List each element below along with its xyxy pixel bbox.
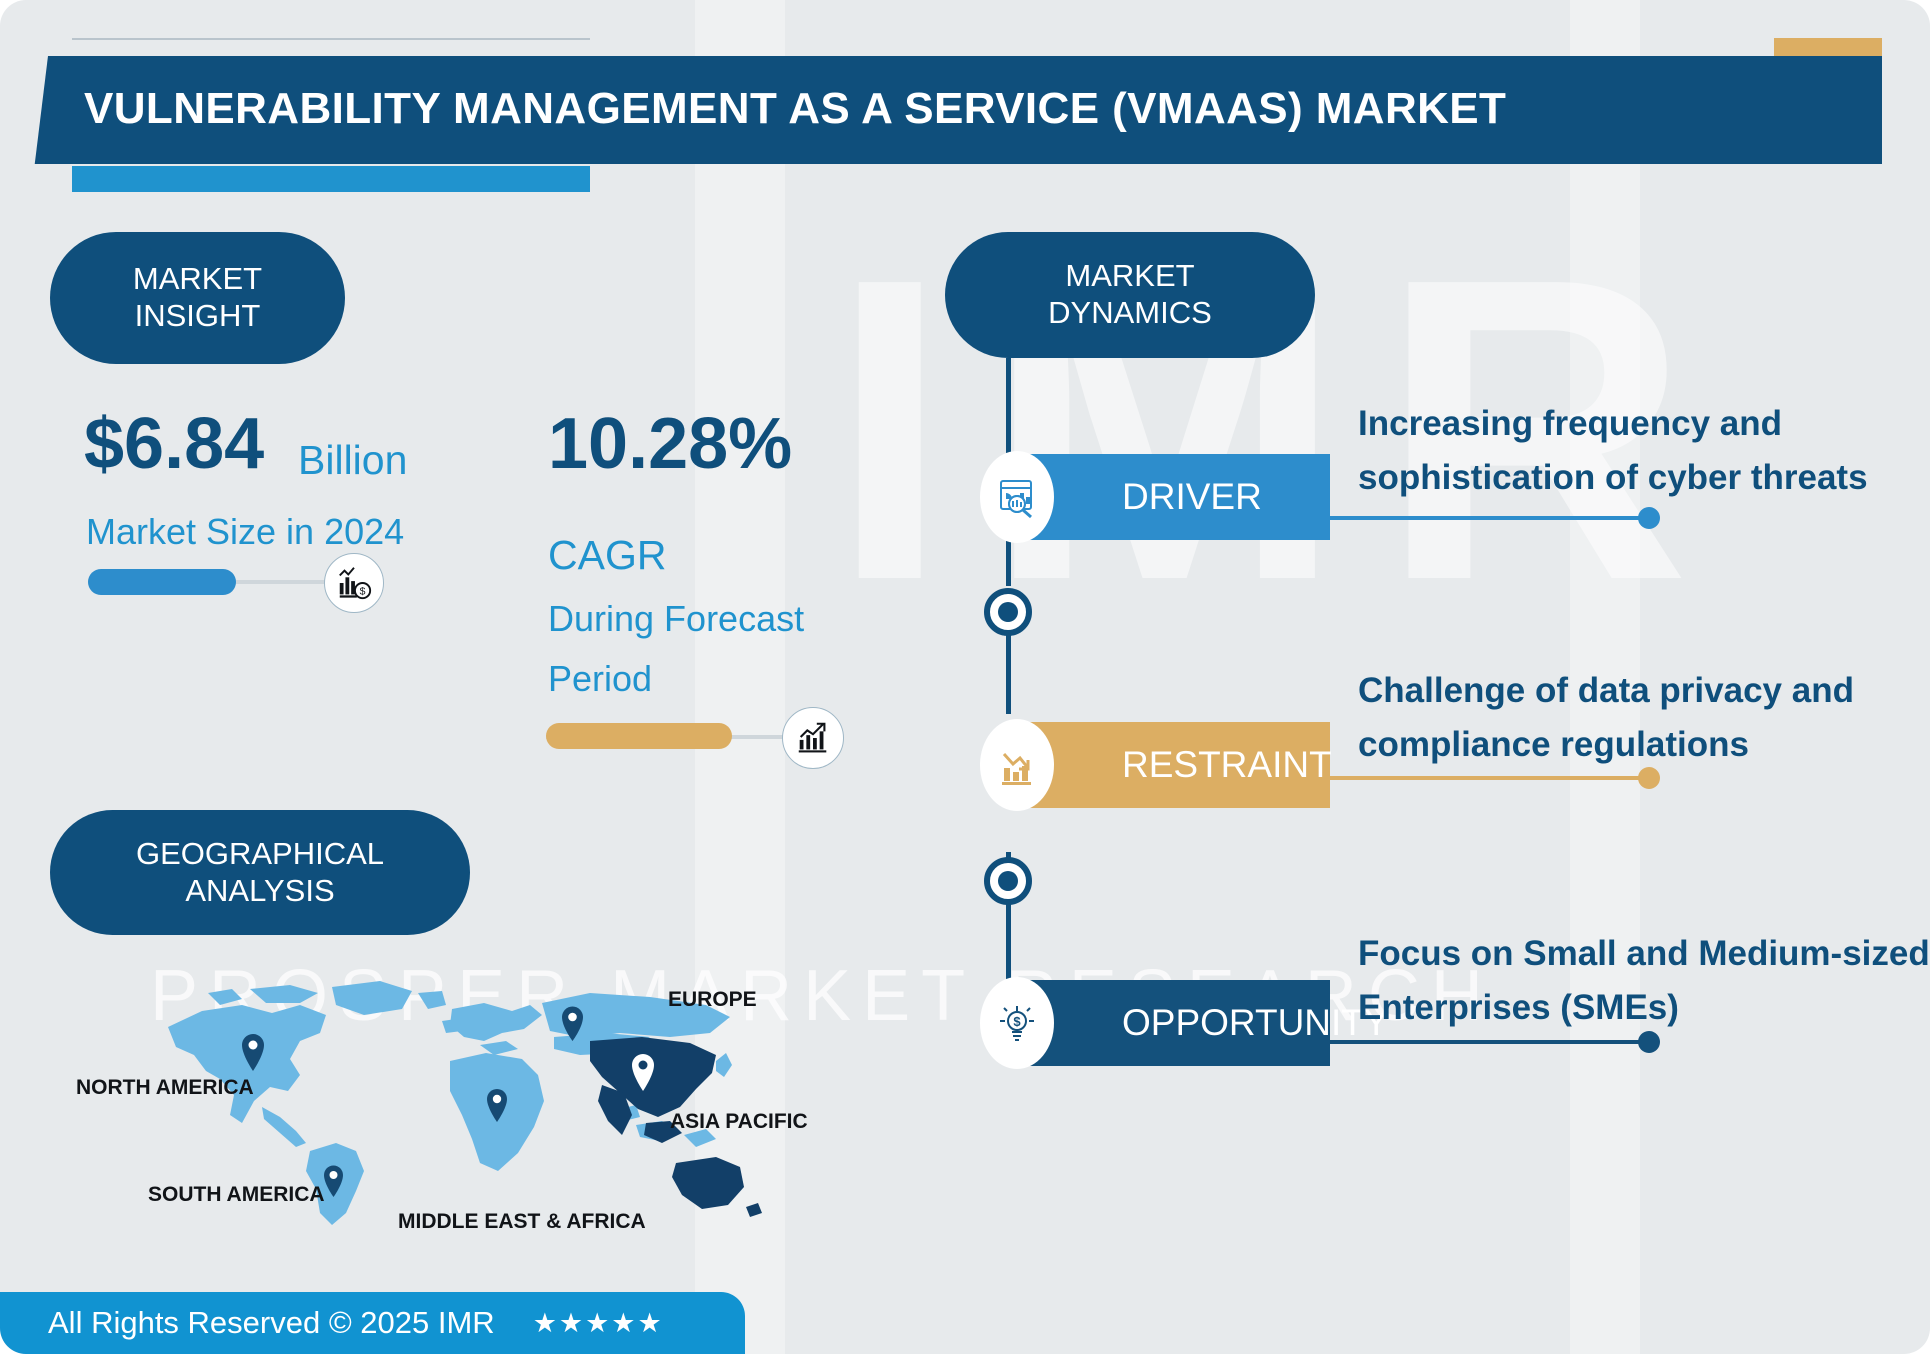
geo-pill-line1: GEOGRAPHICAL: [135, 835, 385, 871]
dynamics-connector-dot-driver: [1638, 507, 1660, 529]
cagr-value: 10.28%: [548, 404, 793, 484]
timeline-segment-2: [1006, 536, 1011, 586]
dynamics-text-driver-line1: Increasing frequency and: [1358, 404, 1783, 443]
dynamics-text-restraint-line1: Challenge of data privacy and: [1358, 671, 1854, 710]
header-thin-rule: [72, 38, 590, 40]
header-bar: [48, 56, 1882, 164]
dynamics-text-opportunity-line2: Enterprises (SMEs): [1358, 988, 1679, 1027]
bar-chart-dollar-icon: $: [324, 553, 384, 613]
dynamics-label-driver: DRIVER: [1122, 476, 1262, 517]
map-label-europe: EUROPE: [668, 988, 757, 1011]
svg-text:$: $: [360, 586, 366, 597]
svg-text:$: $: [1013, 1014, 1021, 1029]
growth-chart-icon: [782, 707, 844, 769]
map-label-middle-east-africa: MIDDLE EAST & AFRICA: [398, 1210, 646, 1233]
market-size-unit: Billion: [298, 437, 408, 483]
lightbulb-dollar-icon: $: [980, 977, 1054, 1069]
cagr-caption-line1: During Forecast: [548, 598, 805, 639]
dynamics-connector-dot-opportunity: [1638, 1031, 1660, 1053]
copyright-text: All Rights Reserved © 2025 IMR: [48, 1305, 495, 1340]
dynamics-connector-dot-restraint: [1638, 767, 1660, 789]
cagr-label: CAGR: [548, 532, 667, 578]
dynamics-connector-driver: [1330, 516, 1650, 520]
map-pins: [242, 1006, 654, 1197]
dynamics-text-opportunity-line1: Focus on Small and Medium-sized: [1358, 934, 1930, 973]
dynamics-text-driver-line2: sophistication of cyber threats: [1358, 458, 1868, 497]
market-insight-pill: MARKET INSIGHT: [50, 232, 345, 364]
dynamics-bar-opportunity[interactable]: OPPORTUNITY: [1006, 980, 1389, 1066]
geo-pill-line2: ANALYSIS: [185, 872, 335, 908]
header-underline-accent: [72, 166, 590, 192]
dynamics-text-restraint-line2: compliance regulations: [1358, 725, 1749, 764]
dynamics-label-opportunity: OPPORTUNITY: [1122, 1002, 1389, 1043]
cagr-caption-line2: Period: [548, 658, 653, 699]
market-size-value: $6.84: [84, 404, 265, 484]
market-dynamics-pill-line2: DYNAMICS: [1048, 295, 1212, 330]
market-insight-pill-line2: INSIGHT: [134, 298, 261, 333]
market-size-caption: Market Size in 2024: [86, 511, 405, 552]
market-size-bar-fill: [88, 569, 236, 595]
timeline-segment-5: [1006, 852, 1011, 982]
map-label-north-america: NORTH AMERICA: [76, 1076, 254, 1099]
map-label-south-america: SOUTH AMERICA: [148, 1183, 325, 1206]
market-dynamics-pill-line1: MARKET: [1065, 258, 1195, 294]
header-gold-accent: [1774, 38, 1882, 60]
page-title: VULNERABILITY MANAGEMENT AS A SERVICE (V…: [84, 84, 1507, 133]
cagr-bar-fill: [546, 723, 732, 749]
world-map: [150, 975, 770, 1235]
dynamics-label-restraint: RESTRAINT: [1122, 744, 1332, 785]
market-dynamics-pill: MARKET DYNAMICS: [945, 232, 1315, 358]
dynamics-bar-restraint[interactable]: RESTRAINT: [1006, 722, 1332, 808]
market-insight-pill-line1: MARKET: [132, 261, 263, 297]
timeline-segment-1: [1006, 358, 1011, 494]
declining-bar-chart-icon: [980, 719, 1054, 811]
footer-bar: All Rights Reserved © 2025 IMR ★★★★★: [0, 1292, 745, 1354]
timeline-node-2: [984, 857, 1032, 905]
dynamics-bar-driver[interactable]: DRIVER: [1006, 454, 1330, 540]
dynamics-connector-opportunity: [1330, 1040, 1650, 1044]
report-magnifier-icon: [980, 451, 1054, 543]
timeline-segment-3: [1006, 634, 1011, 714]
map-label-asia-pacific: ASIA PACIFIC: [670, 1110, 808, 1133]
timeline-node-1: [984, 588, 1032, 636]
dynamics-connector-restraint: [1330, 776, 1650, 780]
rating-stars: ★★★★★: [532, 1307, 664, 1338]
geographical-analysis-pill: GEOGRAPHICAL ANALYSIS: [50, 810, 470, 935]
